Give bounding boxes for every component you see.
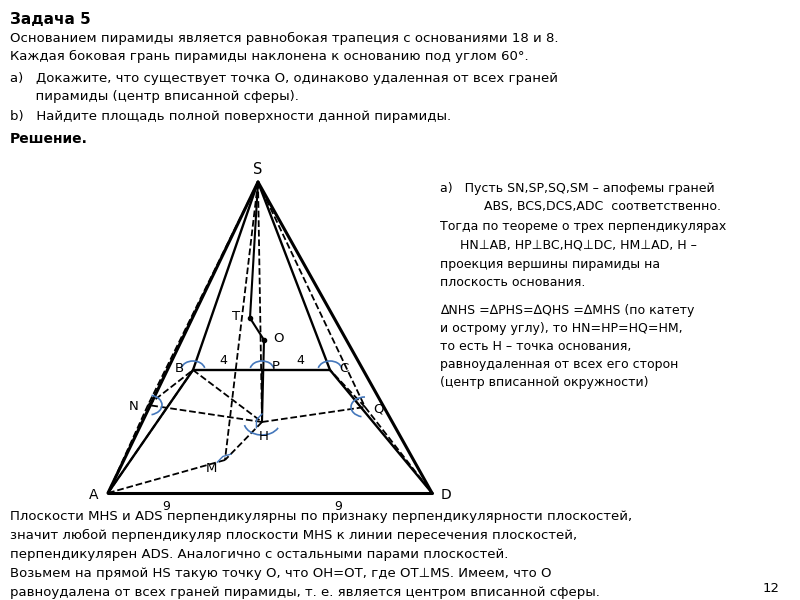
Text: 4: 4 [219,353,227,367]
Text: перпендикулярен ADS. Аналогично с остальными парами плоскостей.: перпендикулярен ADS. Аналогично с осталь… [10,548,508,561]
Text: 12: 12 [763,582,780,595]
Text: 9: 9 [334,500,342,514]
Text: M: M [206,461,217,475]
Text: равноудаленная от всех его сторон: равноудаленная от всех его сторон [440,358,678,371]
Text: D: D [441,488,451,502]
Text: проекция вершины пирамиды на: проекция вершины пирамиды на [440,258,660,271]
Text: и острому углу), то HN=HP=HQ=HM,: и острому углу), то HN=HP=HQ=HM, [440,322,682,335]
Text: равноудалена от всех граней пирамиды, т. е. является центром вписанной сферы.: равноудалена от всех граней пирамиды, т.… [10,586,600,599]
Text: H: H [259,430,269,443]
Text: Возьмем на прямой HS такую точку O, что OH=OT, где OT⊥MS. Имеем, что O: Возьмем на прямой HS такую точку O, что … [10,567,551,580]
Text: P: P [272,359,280,373]
Text: 9: 9 [162,500,170,514]
Text: B: B [174,361,183,374]
Text: b)   Найдите площадь полной поверхности данной пирамиды.: b) Найдите площадь полной поверхности да… [10,110,451,123]
Text: HN⊥AB, HP⊥BC,HQ⊥DC, HM⊥AD, H –: HN⊥AB, HP⊥BC,HQ⊥DC, HM⊥AD, H – [460,238,697,251]
Text: Основанием пирамиды является равнобокая трапеция с основаниями 18 и 8.: Основанием пирамиды является равнобокая … [10,32,558,45]
Text: Решение.: Решение. [10,132,88,146]
Text: a)   Пусть SN,SP,SQ,SM – апофемы граней: a) Пусть SN,SP,SQ,SM – апофемы граней [440,182,714,195]
Text: пирамиды (центр вписанной сферы).: пирамиды (центр вписанной сферы). [10,90,299,103]
Text: Q: Q [374,403,384,415]
Text: то есть H – точка основания,: то есть H – точка основания, [440,340,631,353]
Text: A: A [90,488,98,502]
Text: (центр вписанной окружности): (центр вписанной окружности) [440,376,649,389]
Text: Плоскости MHS и ADS перпендикулярны по признаку перпендикулярности плоскостей,: Плоскости MHS и ADS перпендикулярны по п… [10,510,632,523]
Text: плоскость основания.: плоскость основания. [440,276,586,289]
Text: Каждая боковая грань пирамиды наклонена к основанию под углом 60°.: Каждая боковая грань пирамиды наклонена … [10,50,529,63]
Text: S: S [254,163,262,178]
Text: a)   Докажите, что существует точка O, одинаково удаленная от всех граней: a) Докажите, что существует точка O, оди… [10,72,558,85]
Text: значит любой перпендикуляр плоскости MHS к линии пересечения плоскостей,: значит любой перпендикуляр плоскости MHS… [10,529,577,542]
Text: T: T [232,310,240,323]
Text: ABS, BCS,DCS,ADC  соответственно.: ABS, BCS,DCS,ADC соответственно. [460,200,721,213]
Text: 4: 4 [296,353,304,367]
Text: Тогда по теореме о трех перпендикулярах: Тогда по теореме о трех перпендикулярах [440,220,726,233]
Text: C: C [339,361,349,374]
Text: ∆NHS =∆PHS=∆QHS =∆MHS (по катету: ∆NHS =∆PHS=∆QHS =∆MHS (по катету [440,304,694,317]
Text: N: N [129,401,139,413]
Text: Задача 5: Задача 5 [10,12,90,27]
Text: O: O [273,331,283,344]
